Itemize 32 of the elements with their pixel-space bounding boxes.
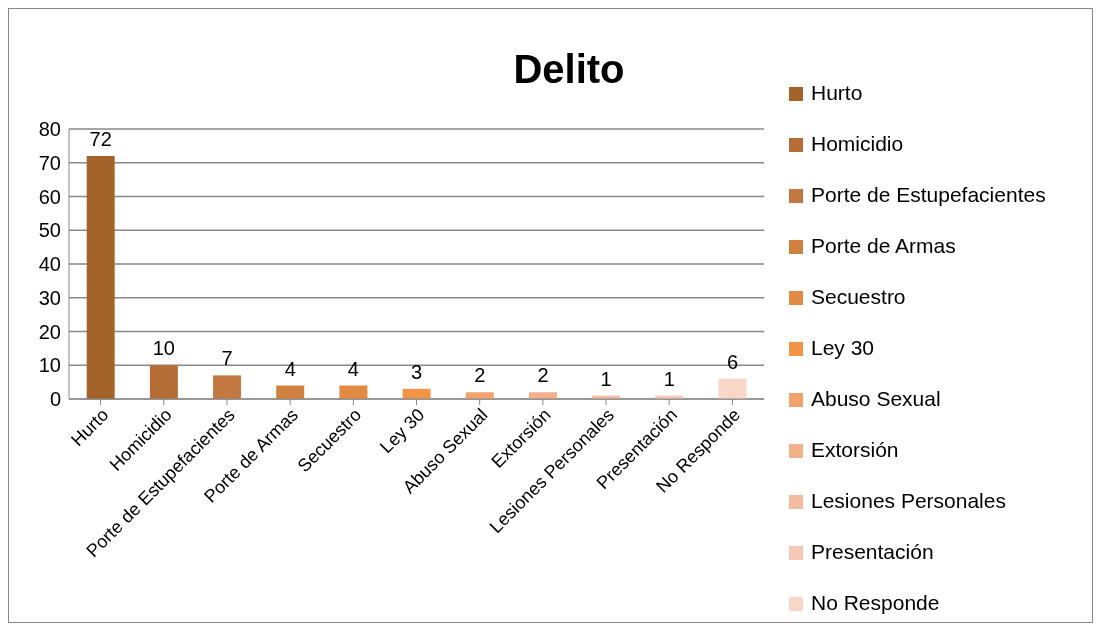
- y-tick-label: 30: [38, 286, 61, 309]
- data-label: 4: [284, 357, 296, 380]
- data-label: 72: [89, 128, 112, 150]
- data-label: 10: [152, 337, 175, 360]
- y-tick-label: 0: [49, 388, 61, 411]
- legend-label: Lesiones Personales: [811, 489, 1006, 512]
- legend-label: Homicidio: [811, 132, 904, 155]
- x-tick-label: Ley 30: [376, 404, 429, 458]
- data-label: 2: [474, 364, 486, 387]
- legend-label: Ley 30: [811, 336, 875, 359]
- legend-label: Hurto: [811, 81, 863, 104]
- data-label: 1: [600, 367, 612, 390]
- y-tick-label: 80: [38, 118, 61, 141]
- data-label: 3: [411, 360, 423, 383]
- data-label: 1: [663, 367, 675, 390]
- legend-label: Porte de Armas: [811, 234, 956, 257]
- y-tick-label: 20: [38, 320, 61, 343]
- data-label: 2: [537, 364, 549, 387]
- y-tick-label: 70: [38, 151, 61, 174]
- y-tick-label: 50: [38, 219, 61, 242]
- y-tick-label: 10: [38, 354, 61, 377]
- legend-label: Presentación: [811, 540, 934, 563]
- chart-title: Delito: [512, 47, 626, 92]
- legend-label: Porte de Estupefacientes: [811, 183, 1046, 206]
- y-tick-label: 40: [38, 253, 61, 276]
- legend-label: No Responde: [811, 591, 940, 614]
- data-label: 4: [347, 357, 359, 380]
- data-label: 6: [726, 350, 739, 373]
- y-tick-label: 60: [38, 185, 61, 208]
- legend-label: Secuestro: [811, 285, 906, 308]
- data-label: 7: [221, 347, 233, 370]
- legend-label: Abuso Sexual: [811, 387, 941, 410]
